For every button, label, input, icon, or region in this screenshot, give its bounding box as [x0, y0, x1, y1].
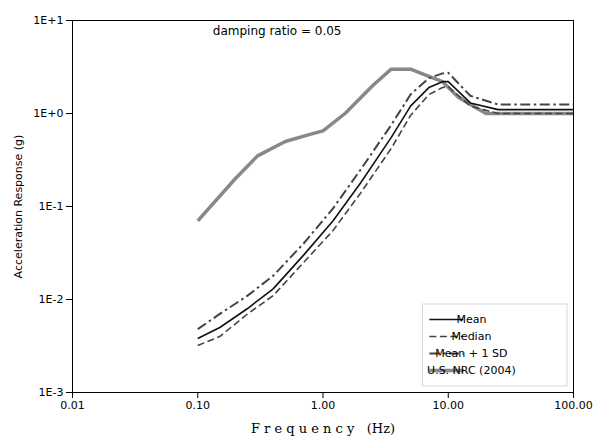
svg-text:1E-3: 1E-3: [39, 386, 64, 399]
svg-text:10.00: 10.00: [433, 399, 465, 412]
svg-text:1E+1: 1E+1: [33, 14, 63, 27]
svg-text:1E+0: 1E+0: [33, 107, 63, 120]
svg-text:damping ratio = 0.05: damping ratio = 0.05: [213, 24, 342, 38]
svg-text:Mean: Mean: [456, 313, 486, 326]
svg-text:U.S. NRC (2004): U.S. NRC (2004): [427, 364, 516, 377]
svg-text:1E-1: 1E-1: [39, 200, 64, 213]
svg-text:100.00: 100.00: [554, 399, 593, 412]
svg-text:1.00: 1.00: [311, 399, 336, 412]
svg-text:Mean + 1 SD: Mean + 1 SD: [435, 347, 507, 360]
svg-text:1E-2: 1E-2: [39, 293, 64, 306]
svg-text:Acceleration Response (g): Acceleration Response (g): [12, 135, 25, 279]
svg-text:0.01: 0.01: [60, 399, 85, 412]
svg-text:Median: Median: [451, 330, 491, 343]
svg-text:0.10: 0.10: [186, 399, 211, 412]
svg-text:F r e q u e n c y (Hz): F r e q u e n c y (Hz): [251, 421, 395, 436]
